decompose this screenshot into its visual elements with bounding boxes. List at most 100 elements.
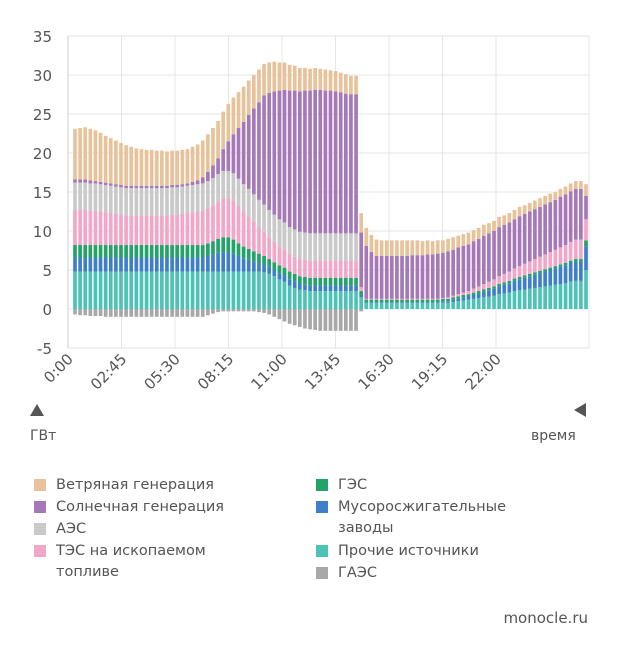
bar-segment — [195, 271, 200, 309]
bar-segment — [134, 148, 139, 186]
bar-segment — [492, 288, 496, 296]
bar-segment — [573, 188, 578, 240]
bar-segment — [466, 296, 471, 300]
bar-segment — [425, 254, 430, 299]
bar-segment — [461, 294, 466, 298]
bar-segment — [292, 65, 297, 91]
bar-segment — [374, 299, 379, 302]
bar-segment — [313, 67, 318, 90]
bar-segment — [430, 298, 435, 300]
bar-segment — [200, 245, 205, 258]
bar-segment — [119, 271, 123, 309]
bar-segment — [384, 298, 389, 300]
bar-segment — [144, 188, 149, 216]
bar-segment — [364, 299, 369, 302]
bar-segment — [124, 271, 128, 309]
bar-segment — [277, 279, 282, 309]
bar-segment — [144, 215, 149, 246]
bar-segment — [492, 286, 496, 289]
bar-segment — [343, 260, 348, 278]
legend-swatch-wind — [34, 479, 46, 491]
bar-segment — [333, 91, 338, 234]
bar-segment — [497, 286, 501, 295]
bar-segment — [190, 257, 195, 272]
bar-segment — [323, 277, 328, 286]
bar-segment — [292, 309, 297, 326]
bar-segment — [78, 209, 82, 246]
bar-segment — [573, 259, 578, 262]
bar-segment — [282, 89, 287, 223]
bar-segment — [430, 241, 435, 255]
bar-segment — [241, 246, 246, 259]
bar-segment — [451, 297, 455, 300]
bar-segment — [441, 301, 445, 303]
bar-segment — [487, 290, 491, 297]
bar-segment — [98, 181, 103, 185]
bar-segment — [492, 231, 496, 280]
bar-segment — [154, 245, 159, 258]
bar-segment — [206, 243, 210, 256]
bar-segment — [313, 309, 318, 331]
bar-segment — [83, 309, 88, 316]
bar-segment — [303, 290, 307, 309]
bar-segment — [328, 260, 333, 278]
bar-segment — [241, 309, 246, 312]
bar-segment — [93, 309, 98, 317]
bar-segment — [287, 90, 292, 228]
bar-segment — [543, 286, 547, 309]
bar-segment — [563, 265, 568, 284]
bar-segment — [481, 289, 486, 292]
bar-segment — [129, 271, 134, 309]
bar-segment — [384, 301, 389, 303]
bar-segment — [262, 309, 266, 313]
bar-segment — [481, 224, 486, 236]
bar-segment — [497, 294, 501, 309]
bar-segment — [272, 241, 277, 263]
bar-segment — [200, 271, 205, 309]
bar-segment — [226, 170, 231, 199]
bar-segment — [497, 276, 501, 285]
bar-segment — [108, 271, 113, 309]
bar-segment — [430, 302, 435, 309]
bar-segment — [318, 309, 323, 331]
bar-segment — [165, 185, 169, 189]
bar-segment — [318, 89, 323, 234]
bar-segment — [507, 222, 512, 272]
bar-segment — [563, 283, 568, 309]
bar-segment — [425, 301, 430, 303]
bar-segment — [226, 309, 231, 312]
legend-swatch-nuclear — [34, 523, 46, 535]
bar-segment — [282, 275, 287, 282]
legend-swatch-hydro — [316, 479, 328, 491]
bar-segment — [282, 249, 287, 268]
bar-segment — [502, 282, 507, 285]
bar-segment — [512, 278, 517, 281]
bar-segment — [584, 184, 588, 196]
bar-segment — [282, 62, 287, 90]
bar-segment — [195, 245, 200, 258]
bar-segment — [435, 301, 440, 303]
bar-segment — [144, 149, 149, 186]
legend-item-other: Прочие источники — [316, 541, 556, 562]
bar-segment — [512, 280, 517, 292]
bar-segment — [308, 291, 312, 309]
y-axis-unit-label: ГВт — [30, 428, 57, 444]
bar-segment — [134, 257, 139, 272]
bar-segment — [154, 185, 159, 189]
bar-segment — [175, 245, 180, 258]
bar-segment — [410, 255, 415, 299]
bar-segment — [277, 90, 282, 220]
bar-segment — [548, 267, 553, 270]
bar-segment — [154, 150, 159, 186]
bar-segment — [195, 180, 200, 185]
bar-segment — [257, 102, 261, 200]
bar-segment — [415, 255, 420, 299]
bar-segment — [272, 61, 277, 92]
bar-segment — [349, 260, 353, 278]
bar-segment — [272, 309, 277, 317]
bar-segment — [584, 240, 588, 247]
bar-segment — [446, 301, 450, 303]
bar-segment — [497, 284, 501, 287]
bar-segment — [318, 260, 323, 278]
bar-segment — [451, 299, 455, 302]
